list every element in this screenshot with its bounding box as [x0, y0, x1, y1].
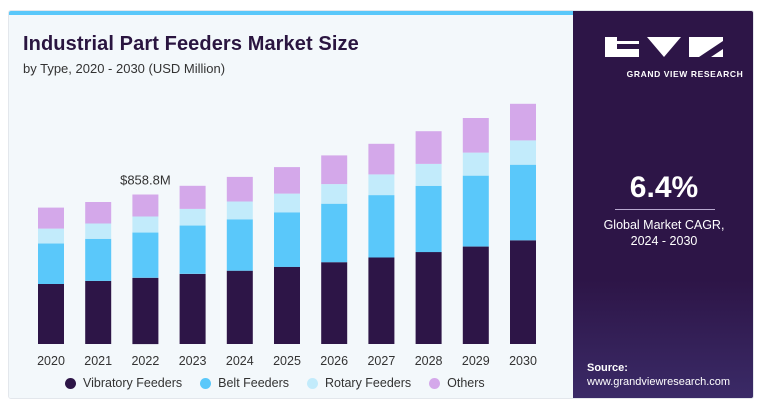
- bar-segment: [510, 103, 536, 141]
- cagr-label-line2: 2024 - 2030: [630, 234, 698, 248]
- x-tick-label: 2022: [131, 354, 159, 368]
- bar-segment: [38, 207, 64, 229]
- x-tick-label: 2026: [320, 354, 348, 368]
- x-tick-label: 2028: [415, 354, 443, 368]
- bar-segment: [510, 164, 536, 241]
- bar-segment: [85, 238, 112, 281]
- x-tick-label: 2029: [462, 354, 490, 368]
- bar-segment: [179, 208, 206, 226]
- bar-segment: [179, 273, 206, 344]
- bar-segment: [226, 270, 253, 344]
- legend-item-rotary: Rotary Feeders: [307, 376, 411, 390]
- bar-segment: [368, 174, 395, 196]
- bar-segment: [274, 167, 300, 194]
- bar-segment: [132, 216, 159, 233]
- bar-segment: [368, 195, 395, 258]
- bar-segment: [226, 219, 253, 271]
- bar-segment: [132, 232, 159, 278]
- accent-bar: [9, 11, 573, 15]
- bar-segment: [179, 225, 206, 274]
- brand-logo[interactable]: GRAND VIEW RESEARCH: [595, 35, 743, 81]
- bar-segment: [132, 277, 159, 345]
- x-tick-label: 2021: [84, 354, 112, 368]
- chart-card: Industrial Part Feeders Market Size by T…: [8, 10, 754, 399]
- legend-item-others: Others: [429, 376, 485, 390]
- bar-segment: [226, 201, 253, 220]
- x-tick-label: 2030: [509, 354, 537, 368]
- legend-label: Others: [447, 376, 485, 390]
- x-tick-label: 2027: [367, 354, 395, 368]
- bar-segment: [85, 202, 112, 224]
- bar-segment: [462, 175, 489, 247]
- bar-segment: [415, 185, 442, 253]
- chart-legend: Vibratory Feeders Belt Feeders Rotary Fe…: [65, 375, 485, 391]
- chart-title: Industrial Part Feeders Market Size: [23, 33, 359, 55]
- bar-segment: [321, 155, 348, 185]
- legend-label: Vibratory Feeders: [83, 376, 183, 390]
- x-tick-label: 2024: [226, 354, 254, 368]
- source-label: Source:: [587, 362, 628, 374]
- data-label: $858.8M: [120, 173, 171, 188]
- bar-segment: [462, 118, 489, 153]
- source-link[interactable]: www.grandviewresearch.com: [587, 376, 731, 388]
- bar-segment: [274, 193, 300, 213]
- x-tick-label: 2025: [273, 354, 301, 368]
- bar-segment: [415, 164, 442, 186]
- cagr-value: 6.4%: [629, 171, 699, 204]
- bar-segment: [226, 176, 253, 202]
- bar-segment: [462, 246, 489, 344]
- bar-segment: [462, 152, 489, 176]
- bar-segment: [38, 284, 64, 344]
- bar-segment: [415, 131, 442, 164]
- bar-segment: [321, 203, 348, 263]
- legend-dot: [200, 377, 212, 389]
- chart-panel: Industrial Part Feeders Market Size by T…: [9, 11, 573, 398]
- info-sidebar: GRAND VIEW RESEARCH 6.4% Global Market C…: [573, 11, 753, 398]
- legend-label: Belt Feeders: [218, 376, 289, 390]
- source-note: Source: www.grandviewresearch.com: [587, 361, 730, 389]
- x-tick-label: 2023: [179, 354, 207, 368]
- bar-segment: [85, 223, 112, 239]
- bar-segment: [132, 194, 159, 217]
- bar-segment: [368, 143, 395, 175]
- chart-subtitle: by Type, 2020 - 2030 (USD Million): [23, 61, 226, 76]
- bar-segment: [274, 266, 300, 344]
- bar-segment: [38, 243, 64, 284]
- bar-segment: [415, 252, 442, 344]
- bar-segment: [368, 257, 395, 344]
- cagr-label: Global Market CAGR, 2024 - 2030: [573, 217, 753, 249]
- bar-segment: [510, 140, 536, 165]
- legend-label: Rotary Feeders: [325, 376, 412, 390]
- bar-segment: [38, 228, 64, 244]
- legend-dot: [429, 377, 441, 389]
- legend-item-vibratory: Vibratory Feeders: [65, 376, 182, 390]
- x-tick-label: 2020: [37, 354, 65, 368]
- bar-segment: [321, 184, 348, 204]
- bar-segment: [321, 262, 348, 344]
- cagr-label-line1: Global Market CAGR,: [603, 218, 725, 232]
- bar-segment: [510, 240, 536, 344]
- stacked-bar-chart: 2020 2021 2022 $858.8M 2023 2024 2025 2026 2027 2…: [37, 103, 537, 368]
- bar-segment: [179, 185, 206, 209]
- legend-item-belt: Belt Feeders: [200, 376, 289, 390]
- sidebar-glow: [573, 280, 753, 398]
- bar-segment: [85, 280, 112, 344]
- brand-logo-icon: [605, 37, 723, 57]
- brand-name: GRAND VIEW RESEARCH: [626, 69, 744, 79]
- bar-segment: [274, 212, 300, 267]
- cagr-divider: [615, 209, 715, 210]
- legend-dot: [307, 377, 318, 389]
- legend-dot: [65, 377, 76, 389]
